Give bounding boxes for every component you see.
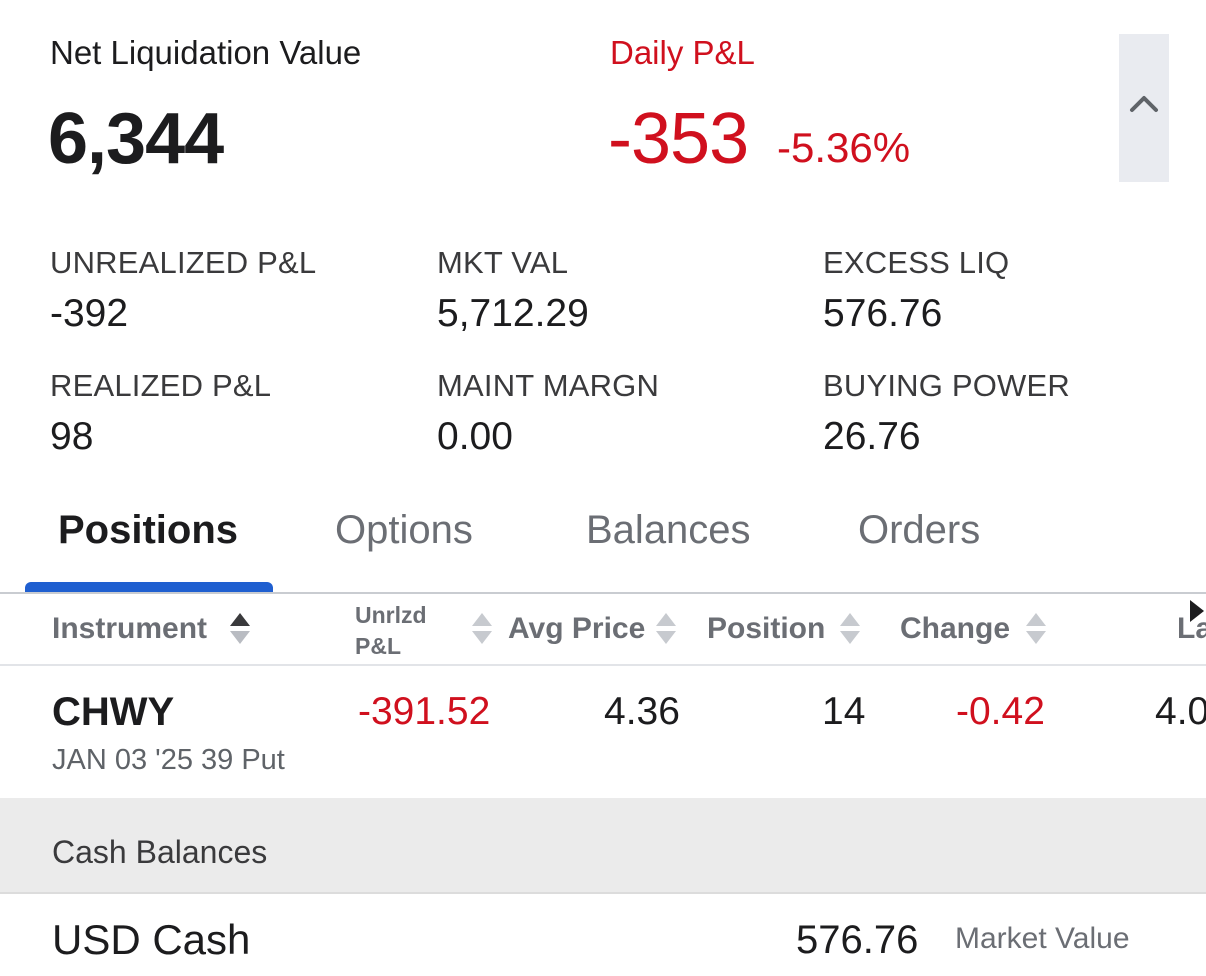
column-header-last[interactable]: La <box>1177 612 1206 646</box>
buying-power-value: 26.76 <box>823 415 921 458</box>
change-header-label: Change <box>900 612 1011 645</box>
instrument-description: JAN 03 '25 39 Put <box>52 744 285 776</box>
sort-icon[interactable] <box>838 611 862 647</box>
column-header-change[interactable]: Change <box>900 612 1010 646</box>
change-cell: -0.42 <box>956 690 1045 733</box>
net-liquidation-value: 6,344 <box>48 99 224 179</box>
unrealized-pl-label: UNREALIZED P&L <box>50 245 317 280</box>
excess-liquidity-label: EXCESS LIQ <box>823 245 1010 280</box>
column-header-instrument[interactable]: Instrument <box>52 612 207 646</box>
last-price-cell: 4.0 <box>1155 690 1206 733</box>
instrument-header-label: Instrument <box>52 612 208 645</box>
cash-balances-title: Cash Balances <box>52 834 268 870</box>
usd-cash-caption: Market Value <box>955 922 1130 955</box>
daily-pl-label: Daily P&L <box>610 34 755 71</box>
sort-icon[interactable] <box>228 611 252 647</box>
avg-price-cell: 4.36 <box>604 690 680 733</box>
sort-icon[interactable] <box>1024 611 1048 647</box>
column-header-unrealized-pl[interactable]: Unrlzd P&L <box>355 600 427 662</box>
active-tab-indicator <box>25 582 273 592</box>
chevron-up-icon <box>1130 96 1158 112</box>
unrealized-pl-value: -392 <box>50 292 129 335</box>
buying-power-label: BUYING POWER <box>823 368 1070 403</box>
net-liquidation-label: Net Liquidation Value <box>50 34 362 71</box>
sort-icon[interactable] <box>470 611 494 647</box>
sort-icon[interactable] <box>654 611 678 647</box>
column-header-position[interactable]: Position <box>707 612 825 646</box>
market-value-value: 5,712.29 <box>437 292 589 335</box>
column-header-avg-price[interactable]: Avg Price <box>508 612 645 646</box>
position-cell: 14 <box>822 690 866 733</box>
maintenance-margin-value: 0.00 <box>437 415 513 458</box>
market-value-label: MKT VAL <box>437 245 569 280</box>
last-header-label: La <box>1177 612 1206 645</box>
instrument-symbol: CHWY <box>52 690 175 734</box>
realized-pl-label: REALIZED P&L <box>50 368 272 403</box>
position-header-label: Position <box>707 612 826 645</box>
realized-pl-value: 98 <box>50 415 94 458</box>
avg-price-header-label: Avg Price <box>508 612 646 645</box>
usd-cash-label: USD Cash <box>52 916 251 963</box>
scroll-right-icon[interactable] <box>1188 598 1206 624</box>
cash-balances-header <box>0 798 1206 894</box>
unrealized-pl-cell: -391.52 <box>358 690 491 733</box>
tab-balances[interactable]: Balances <box>586 508 751 552</box>
tab-options[interactable]: Options <box>335 508 473 552</box>
usd-cash-value: 576.76 <box>796 918 919 962</box>
daily-pl-percent: -5.36% <box>777 124 911 171</box>
table-header-divider <box>0 664 1206 666</box>
maintenance-margin-label: MAINT MARGN <box>437 368 660 403</box>
tab-orders[interactable]: Orders <box>858 508 981 552</box>
collapse-summary-button[interactable] <box>1119 34 1169 182</box>
excess-liquidity-value: 576.76 <box>823 292 943 335</box>
unrlzd-header-line2: P&L <box>355 633 401 659</box>
tabs-divider <box>0 592 1206 594</box>
tab-positions[interactable]: Positions <box>58 508 239 552</box>
unrlzd-header-line1: Unrlzd <box>355 602 427 628</box>
daily-pl-value: -353 <box>608 99 749 179</box>
